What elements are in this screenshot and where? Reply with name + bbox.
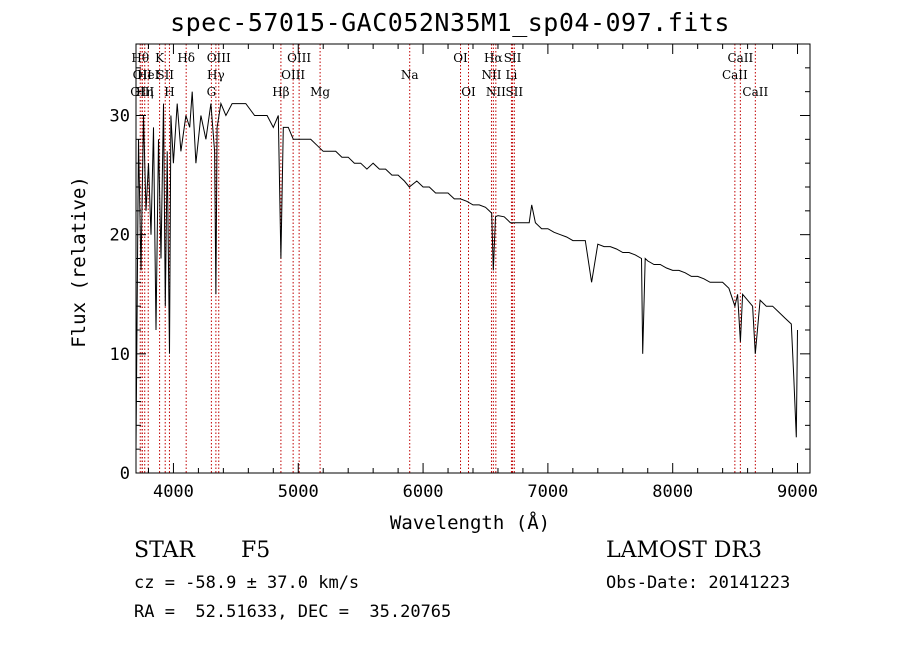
line-label-22: Li	[506, 68, 518, 82]
line-label-12: Hβ	[272, 85, 289, 99]
line-label-18: OI	[461, 85, 476, 99]
x-axis-label: Wavelength (Å)	[390, 511, 550, 534]
line-label-4: HeI	[137, 68, 160, 82]
line-label-8: Hδ	[177, 51, 195, 65]
line-label-20: Hα	[484, 51, 503, 65]
line-label-26: CaII	[727, 51, 753, 65]
line-label-0: Hθ	[131, 51, 149, 65]
line-label-9: G	[207, 85, 217, 99]
line-label-5: K	[155, 51, 165, 65]
line-label-2: OIII	[130, 85, 154, 99]
line-label-15: Mg	[310, 85, 330, 99]
x-tick-label: 5000	[278, 482, 319, 502]
object-class: STAR	[134, 538, 195, 563]
x-tick-label: 6000	[403, 482, 444, 502]
survey-name: LAMOST DR3	[606, 538, 762, 563]
x-tick-label: 9000	[777, 482, 818, 502]
line-label-19: NII	[481, 68, 501, 82]
line-label-23: SII	[504, 51, 522, 65]
line-label-1: OII	[133, 68, 153, 82]
obs-date: Obs-Date: 20141223	[606, 573, 791, 593]
line-label-3: Hη	[136, 85, 154, 99]
emission-line-markers	[139, 44, 756, 473]
line-label-13: OIII	[281, 68, 305, 82]
x-tick-label: 7000	[527, 482, 568, 502]
spectrum-series-line	[135, 91, 798, 450]
y-axis-label: Flux (relative)	[68, 176, 90, 348]
line-label-6: SII	[156, 68, 174, 82]
line-label-17: OI	[453, 51, 468, 65]
line-label-21: NII	[486, 85, 506, 99]
x-tick-label: 4000	[153, 482, 194, 502]
line-label-10: Hγ	[207, 68, 225, 82]
plot-frame	[135, 43, 811, 474]
y-tick-label: 30	[110, 107, 130, 127]
emission-line-labels: HθOIIOIIIHηHeIKSIIHHδGHγOIIIHβOIIIOIIIMg…	[130, 51, 768, 99]
line-label-27: CaII	[742, 85, 768, 99]
y-tick-label: 10	[110, 345, 130, 365]
line-label-16: Na	[401, 68, 419, 82]
y-tick-label: 0	[120, 464, 130, 484]
line-label-14: OIII	[287, 51, 311, 65]
line-label-25: CaII	[722, 68, 748, 82]
line-label-7: H	[164, 85, 174, 99]
object-subclass: F5	[241, 538, 271, 563]
x-tick-label: 8000	[652, 482, 693, 502]
coordinates: RA = 52.51633, DEC = 35.20765	[134, 602, 452, 622]
y-tick-label: 20	[110, 226, 130, 246]
line-label-11: OIII	[207, 51, 231, 65]
line-label-24: SII	[505, 85, 523, 99]
redshift-readout: cz = -58.9 ± 37.0 km/s	[134, 573, 360, 593]
chart-title: spec-57015-GAC052N35M1_sp04-097.fits	[170, 8, 730, 37]
axes: 4000 5000 6000 7000 8000 9000 0 10 20 30	[110, 43, 818, 502]
